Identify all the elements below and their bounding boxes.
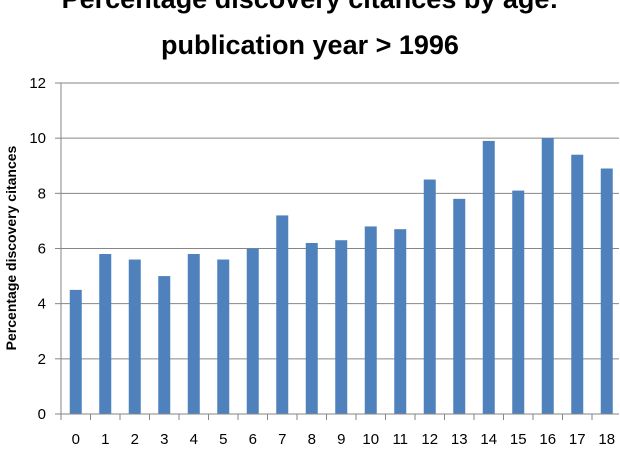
bar [600, 168, 613, 414]
bar [99, 254, 112, 414]
bar [158, 276, 171, 414]
x-tick-label: 6 [249, 431, 257, 448]
bar [571, 154, 584, 414]
x-tick-label: 5 [219, 431, 227, 448]
bar [246, 248, 259, 414]
bar [128, 259, 141, 414]
x-tick-label: 1 [101, 431, 109, 448]
y-tick-label: 0 [38, 406, 46, 423]
x-tick-label: 13 [451, 431, 468, 448]
x-tick-label: 18 [598, 431, 615, 448]
bar [482, 140, 495, 415]
bar [335, 240, 348, 414]
bar [187, 254, 200, 414]
x-tick-label: 8 [308, 431, 316, 448]
chart-title-line-1: Percentage discovery citances by age: [0, 0, 620, 15]
bar [276, 215, 289, 414]
y-tick-label: 4 [38, 296, 46, 313]
y-tick-label: 2 [38, 351, 46, 368]
x-tick-label: 10 [362, 431, 379, 448]
bar [423, 179, 436, 414]
x-tick-labels: 0 1 2 3 4 5 6 7 8 9 10 11 12 13 14 15 16 17 18 [72, 431, 616, 448]
x-tick-label: 17 [569, 431, 586, 448]
chart-title-line-2: publication year > 1996 [161, 30, 459, 60]
bar [364, 226, 377, 414]
bar [453, 198, 466, 414]
x-tick-label: 14 [480, 431, 497, 448]
y-tick-label: 6 [38, 241, 46, 258]
bar [305, 242, 318, 414]
bar [217, 259, 230, 414]
y-tick-label: 10 [29, 130, 46, 147]
bar [69, 289, 82, 414]
y-axis-label: Percentage discovery citances [3, 145, 19, 350]
x-tick-label: 16 [539, 431, 556, 448]
y-tick-labels: 0 2 4 6 8 10 12 [29, 75, 46, 423]
x-tick-label: 12 [421, 431, 438, 448]
x-tick-label: 11 [392, 431, 408, 448]
x-tick-label: 9 [337, 431, 345, 448]
x-tick-label: 7 [278, 431, 286, 448]
x-tick-label: 4 [190, 431, 198, 448]
bar [394, 229, 407, 414]
x-tick-label: 0 [72, 431, 80, 448]
y-tick-label: 12 [29, 75, 46, 92]
bar [541, 138, 554, 414]
axes [55, 82, 619, 420]
bars [69, 138, 613, 415]
x-tick-label: 3 [160, 431, 168, 448]
bar [512, 190, 525, 414]
y-tick-label: 8 [38, 185, 46, 202]
x-tick-label: 2 [131, 431, 139, 448]
x-tick-label: 15 [510, 431, 527, 448]
